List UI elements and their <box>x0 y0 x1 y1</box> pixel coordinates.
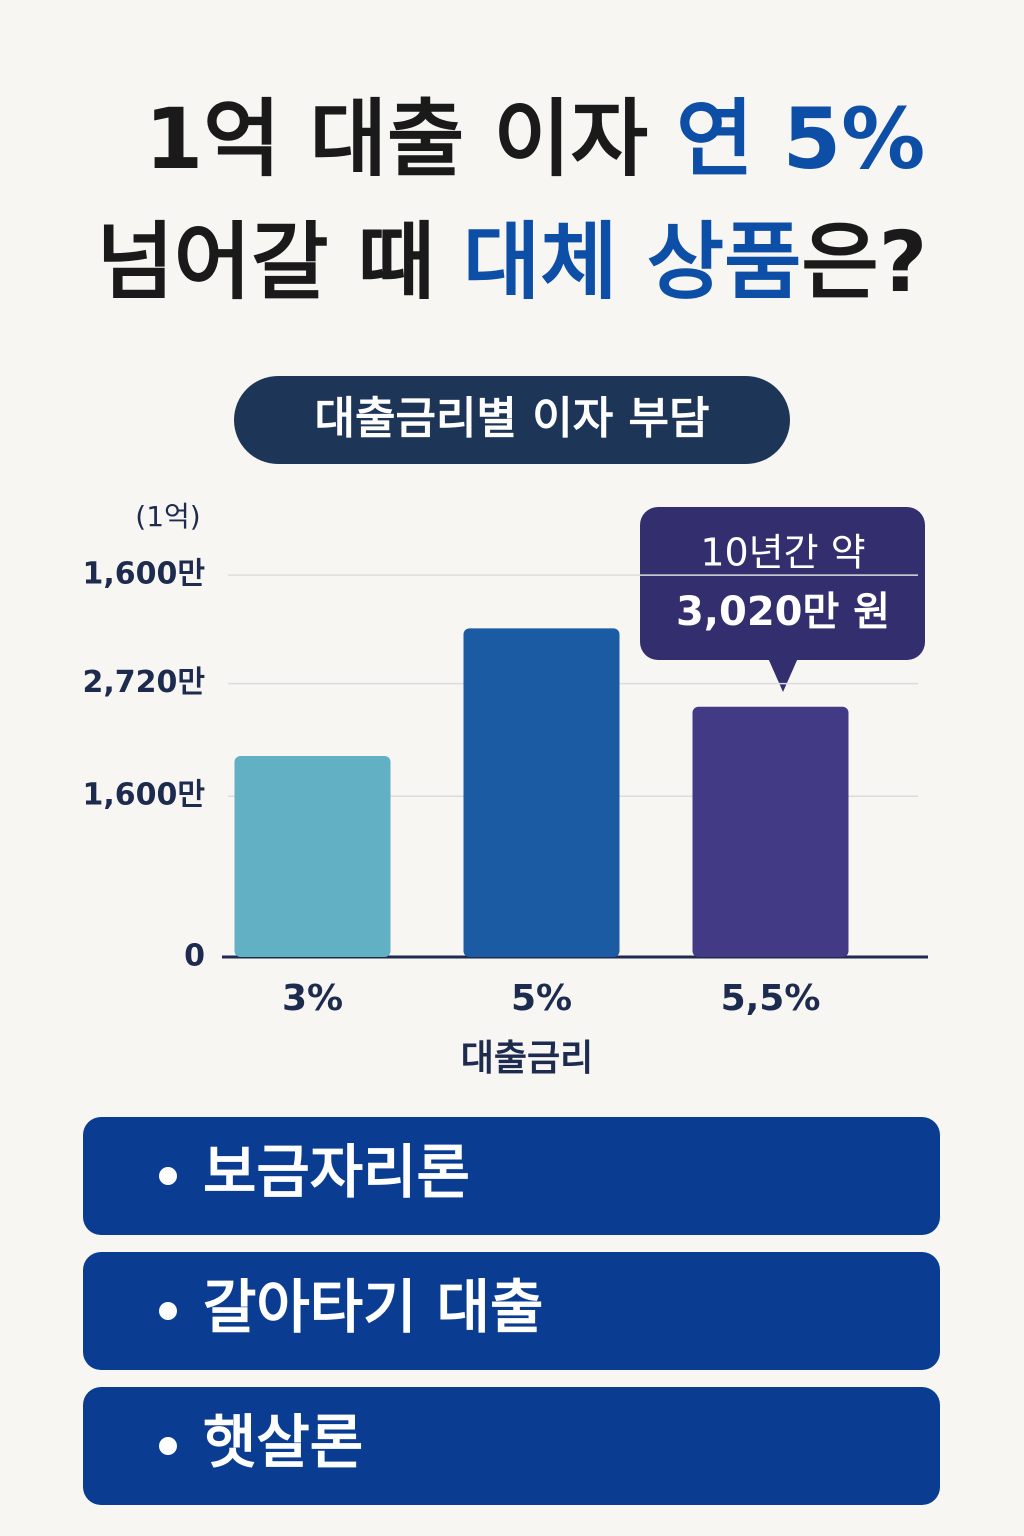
bar <box>463 628 620 957</box>
annotation-text: 3,020만 원 <box>676 589 890 635</box>
product-name: 보금자리론 <box>203 1138 470 1206</box>
chart-title: 대출금리별 이자 부담 <box>315 393 710 444</box>
y-tick-label: 2,720만 <box>83 665 206 700</box>
y-tick-label: 0 <box>184 939 205 974</box>
x-tick-label: 5,5% <box>721 978 821 1019</box>
annotation-pointer <box>768 658 798 692</box>
title-highlight: 대체 상품 <box>463 213 801 311</box>
title-line-1: 1억 대출 이자 연 5% <box>145 90 925 188</box>
bullet <box>159 1302 177 1320</box>
annotation-box <box>640 507 925 660</box>
title-text: 넘어갈 때 <box>97 213 435 311</box>
bar <box>692 706 849 957</box>
bullet <box>159 1437 177 1455</box>
unit-label: (1억) <box>135 500 200 533</box>
title-text: 은? <box>801 213 927 311</box>
bullet <box>159 1167 177 1185</box>
x-axis-label: 대출금리 <box>461 1038 593 1079</box>
annotation-text: 10년간 약 <box>700 531 865 575</box>
chart-title-pill <box>234 376 790 464</box>
product-box <box>83 1387 940 1505</box>
y-tick-label: 1,600만 <box>83 557 206 592</box>
product-name: 햇살론 <box>203 1408 363 1476</box>
title-highlight: 연 5% <box>676 90 925 188</box>
x-tick-label: 5% <box>511 978 572 1019</box>
y-tick-label: 1,600만 <box>83 778 206 813</box>
bar <box>234 756 391 957</box>
product-box <box>83 1117 940 1235</box>
title-line-2: 넘어갈 때 대체 상품은? <box>97 213 928 311</box>
x-tick-label: 3% <box>282 978 343 1019</box>
plot: 0 1,600만 2,720만 1,600만 3% 5% 5,5% <box>83 557 928 1019</box>
title-text: 1억 대출 이자 <box>145 90 648 188</box>
product-box <box>83 1252 940 1370</box>
product-name: 갈아타기 대출 <box>203 1273 543 1341</box>
